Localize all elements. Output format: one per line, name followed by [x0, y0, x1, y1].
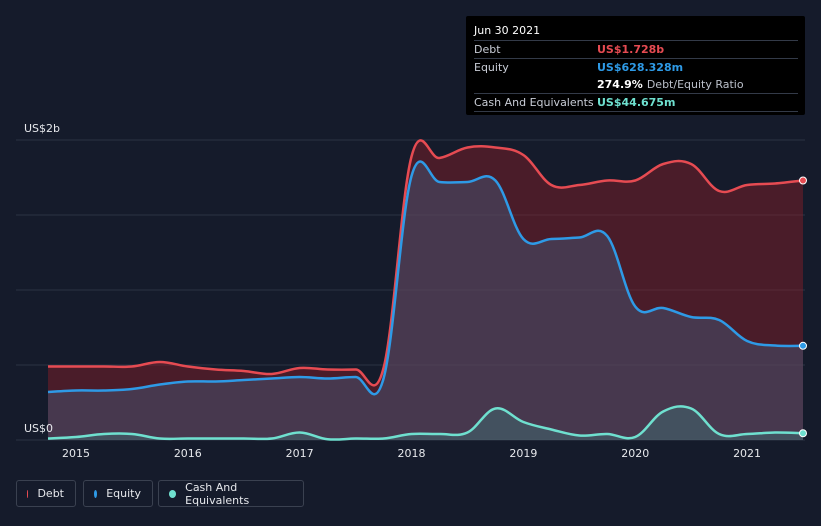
x-axis-ticks: 2015 2016 2017 2018 2019 2020 2021 — [62, 447, 761, 460]
legend-label: Equity — [106, 487, 141, 500]
tooltip-value: US$628.328m — [597, 61, 684, 74]
legend-label: Debt — [37, 487, 64, 500]
tooltip-value: US$1.728b — [597, 43, 665, 56]
legend-equity[interactable]: Equity — [83, 480, 153, 507]
cash-dot-icon — [169, 489, 177, 498]
y-axis-top-label: US$2b — [24, 122, 60, 135]
series-lines — [47, 139, 804, 441]
equity-line — [47, 160, 804, 396]
legend-debt[interactable]: Debt — [16, 480, 76, 507]
debt-endpoint-marker — [799, 176, 807, 185]
equity-dot-icon — [94, 489, 98, 498]
tooltip-label: Debt — [474, 43, 501, 56]
x-tick-label: 2015 — [62, 447, 90, 460]
x-tick-label: 2018 — [398, 447, 426, 460]
tooltip-label — [474, 76, 597, 93]
x-tick-label: 2019 — [509, 447, 537, 460]
legend-label: Cash And Equivalents — [185, 480, 250, 507]
y-axis-bottom-label: US$0 — [24, 422, 53, 435]
x-tick-label: 2020 — [621, 447, 649, 460]
tooltip-value: 274.9% — [597, 78, 643, 91]
tooltip-label: Cash And Equivalents — [474, 96, 594, 109]
cash-and-equivalents-endpoint-marker — [799, 429, 807, 438]
tooltip-label: Equity — [474, 61, 509, 74]
tooltip-row-cash: Cash And Equivalents US$44.675m — [474, 94, 798, 112]
tooltip-date: Jun 30 2021 — [474, 22, 798, 41]
tooltip-row-ratio: 274.9% Debt/Equity Ratio — [474, 76, 798, 94]
tooltip-row-debt: Debt US$1.728b — [474, 41, 798, 59]
legend-cash[interactable]: Cash And Equivalents — [158, 480, 304, 507]
cash-and-equivalents-line — [47, 405, 804, 441]
debt-line — [47, 139, 804, 387]
equity-area — [48, 161, 803, 440]
x-tick-label: 2017 — [286, 447, 314, 460]
hover-tooltip: Jun 30 2021 Debt US$1.728b Equity US$628… — [466, 16, 805, 115]
x-tick-label: 2021 — [733, 447, 761, 460]
x-tick-label: 2016 — [174, 447, 202, 460]
tooltip-row-equity: Equity US$628.328m — [474, 59, 798, 76]
equity-endpoint-marker — [799, 341, 807, 350]
tooltip-ratio-caption: Debt/Equity Ratio — [646, 78, 744, 91]
tooltip-value: US$44.675m — [597, 96, 676, 109]
series-endpoints — [799, 176, 807, 438]
debt-dot-icon — [27, 489, 29, 498]
